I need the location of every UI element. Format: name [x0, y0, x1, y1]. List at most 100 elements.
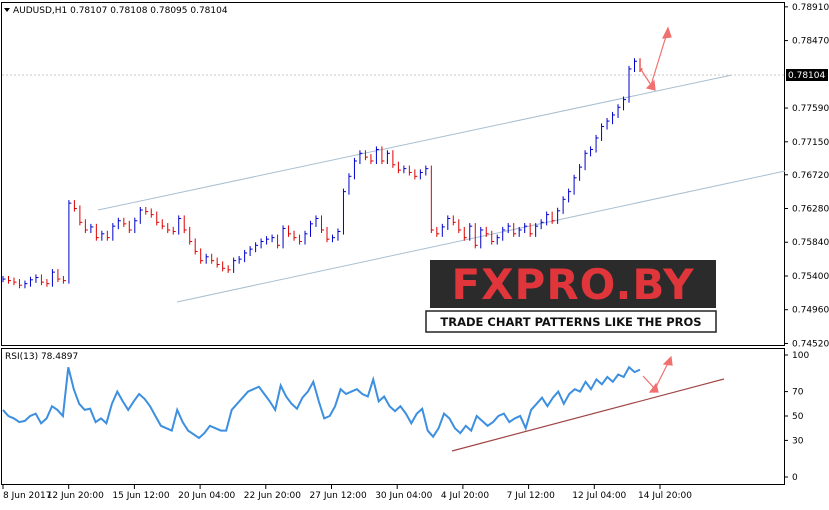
- last-price-label: 0.78104: [788, 71, 825, 81]
- watermark-logo: FXPRO.BY TRADE CHART PATTERNS LIKE THE P…: [425, 260, 717, 333]
- price-tick-label: 0.77590: [792, 104, 829, 114]
- price-candle: [337, 228, 341, 241]
- price-candle: [310, 220, 314, 237]
- price-candle: [260, 238, 264, 249]
- price-tick-label: 0.76720: [792, 171, 829, 181]
- price-candle: [134, 217, 138, 234]
- forecast-arrows-main: [639, 26, 672, 91]
- price-candle: [13, 277, 17, 286]
- price-candle: [612, 111, 616, 125]
- price-tick-label: 0.75400: [792, 272, 829, 282]
- price-candle: [161, 219, 165, 230]
- price-tick-label: 0.78470: [792, 37, 829, 47]
- forecast-arrows-rsi: [642, 355, 673, 393]
- rsi-trendline: [451, 378, 725, 452]
- time-tick-label: 15 Jun 12:00: [112, 491, 169, 501]
- price-candle: [546, 211, 550, 226]
- price-candle: [167, 223, 171, 234]
- rsi-y-axis: 100 70 50 30 0: [784, 351, 809, 483]
- price-candle: [2, 275, 6, 283]
- price-tick-label: 0.77150: [792, 138, 829, 148]
- price-candle: [112, 223, 116, 241]
- price-candle: [386, 150, 390, 165]
- price-candle: [606, 118, 610, 130]
- watermark-logo-text: FXPRO.BY: [451, 260, 694, 309]
- price-candle: [172, 226, 176, 235]
- price-candle: [628, 65, 632, 103]
- rsi-tick-label: 30: [792, 436, 804, 446]
- price-candle: [128, 220, 132, 234]
- time-tick-label: 8 Jun 2017: [3, 491, 51, 501]
- price-y-axis: 0.78910 0.78470 0.77590 0.77150 0.76720 0.762…: [784, 3, 829, 349]
- price-candle: [342, 188, 346, 235]
- price-candle: [540, 219, 544, 230]
- price-candles: [2, 58, 643, 289]
- price-candle: [222, 261, 226, 272]
- channel-upper-line: [97, 74, 733, 211]
- price-candle: [205, 253, 209, 264]
- price-candle: [441, 223, 445, 237]
- price-candle: [277, 234, 281, 249]
- price-candle: [430, 165, 434, 234]
- price-candle: [238, 256, 242, 264]
- price-candle: [73, 200, 77, 212]
- price-candle: [364, 150, 368, 161]
- price-tick-label: 0.78910: [792, 3, 829, 13]
- price-candle: [194, 238, 198, 255]
- price-candle: [321, 215, 324, 234]
- price-candle: [145, 206, 149, 215]
- price-candle: [84, 219, 88, 234]
- price-candle: [579, 164, 583, 181]
- time-tick-label: 14 Jul 20:00: [638, 491, 692, 501]
- rsi-line: [2, 365, 641, 440]
- price-candle: [518, 226, 522, 237]
- price-candle: [397, 161, 401, 174]
- price-candle: [178, 215, 182, 235]
- price-candle: [375, 146, 379, 165]
- time-tick-label: 7 Jul 12:00: [507, 491, 556, 501]
- price-candle: [282, 225, 286, 249]
- rsi-header: RSI(13) 78.4897: [5, 352, 78, 362]
- price-candle: [271, 234, 275, 243]
- rsi-tick-label: 0: [792, 473, 798, 483]
- price-candle: [359, 150, 363, 165]
- dropdown-triangle-icon[interactable]: [4, 8, 10, 12]
- price-tick-label: 0.74520: [792, 339, 829, 349]
- price-candle: [491, 230, 495, 245]
- price-candle: [562, 196, 566, 214]
- price-candle: [7, 275, 11, 284]
- price-candle: [293, 230, 297, 241]
- price-candle: [436, 226, 440, 237]
- price-candle: [288, 225, 292, 237]
- price-candle: [68, 200, 72, 284]
- price-candle: [62, 275, 66, 284]
- price-candle: [35, 274, 39, 283]
- price-candle: [370, 154, 374, 165]
- price-candle: [29, 276, 33, 287]
- price-candle: [266, 236, 270, 245]
- price-candle: [150, 208, 154, 218]
- price-candle: [623, 96, 627, 111]
- time-tick-label: 12 Jun 20:00: [47, 491, 104, 501]
- price-candle: [480, 226, 484, 249]
- price-candle: [469, 223, 473, 241]
- price-candle: [200, 248, 204, 264]
- rsi-tick-label: 70: [792, 388, 804, 398]
- time-tick-label: 20 Jun 04:00: [178, 491, 235, 501]
- price-candle: [90, 223, 94, 234]
- time-tick-label: 4 Jul 20:00: [441, 491, 490, 501]
- price-candle: [529, 223, 533, 237]
- price-candle: [101, 230, 105, 241]
- rsi-series: [2, 365, 641, 440]
- price-tick-label: 0.75840: [792, 238, 829, 248]
- price-candle: [299, 234, 303, 245]
- price-tick-label: 0.74960: [792, 306, 829, 316]
- price-candle: [573, 174, 577, 195]
- price-candle: [139, 206, 143, 224]
- price-candle: [95, 223, 99, 241]
- price-candle: [496, 234, 500, 245]
- price-candle: [353, 157, 357, 180]
- time-tick-label: 27 Jun 12:00: [310, 491, 367, 501]
- price-candle: [403, 165, 407, 174]
